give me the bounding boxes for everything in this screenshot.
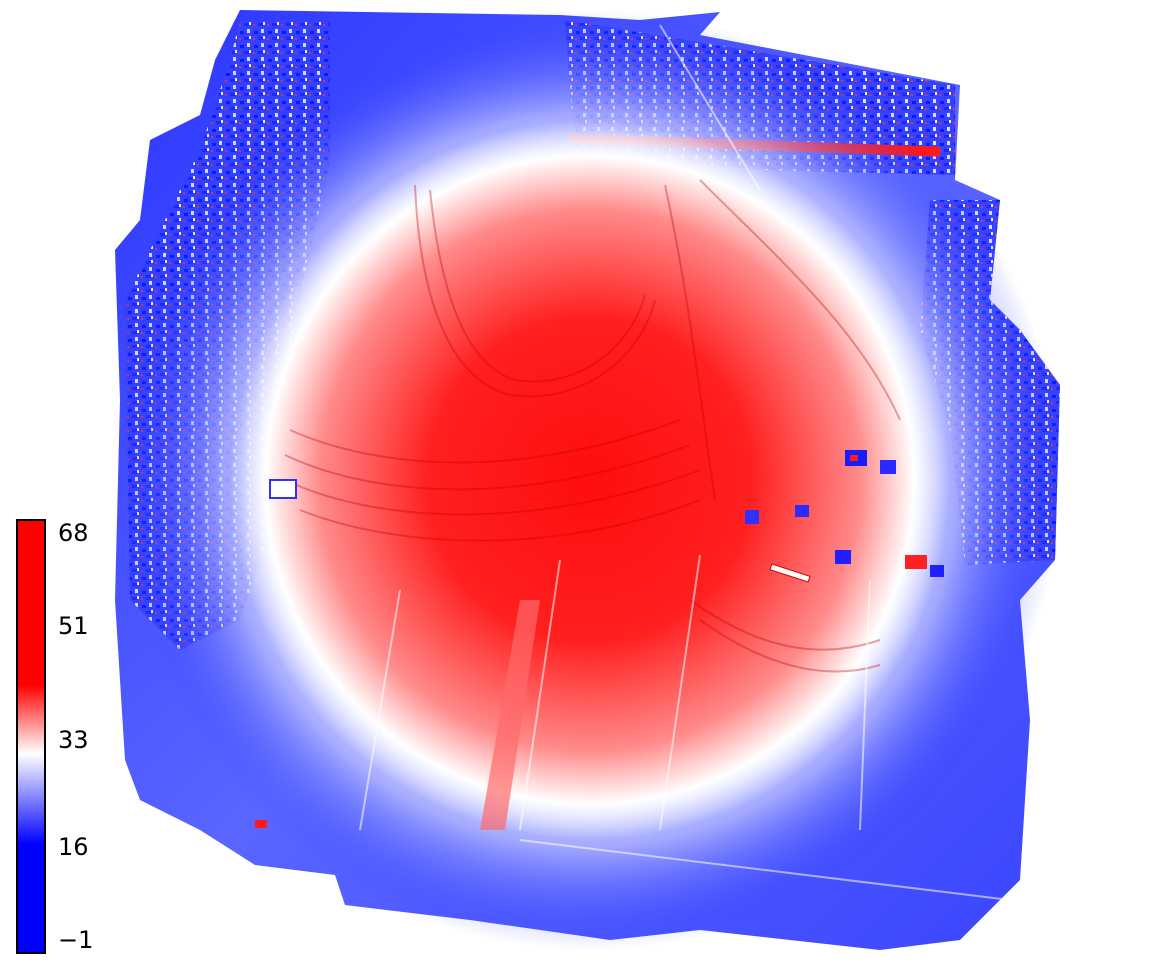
colorbar-tick-label: 51: [58, 612, 89, 641]
colorbar-tick-label: 33: [58, 725, 89, 754]
colorbar-tick-label: −1: [58, 926, 94, 954]
colorbar-tick-label: 16: [58, 832, 89, 861]
field-furrows: [284, 179, 901, 673]
colorbar-tick-label: 68: [58, 519, 89, 547]
scattered-objects: [255, 450, 944, 828]
elevation-dome: [230, 120, 950, 840]
colorbar: [16, 519, 46, 954]
field-boundaries: [359, 24, 1011, 901]
hedgerow-strip: [480, 600, 540, 830]
